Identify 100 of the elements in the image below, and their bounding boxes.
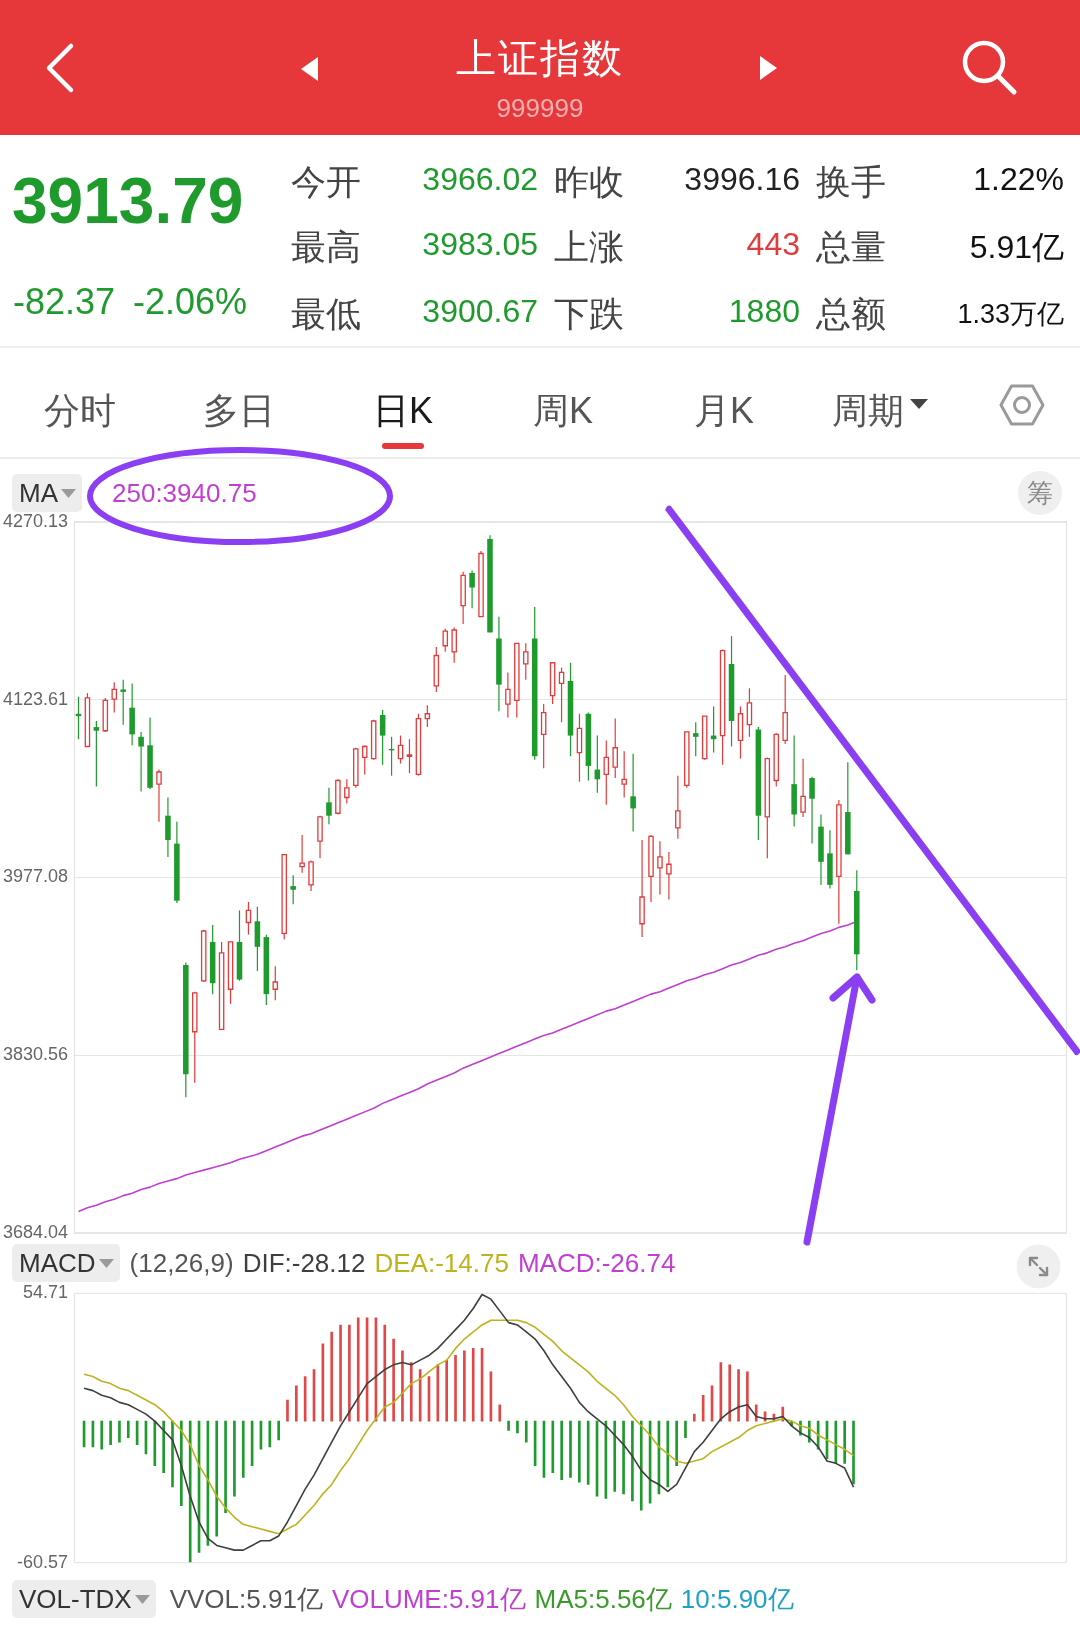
bar	[507, 1420, 510, 1431]
bar	[277, 1420, 280, 1441]
bar	[233, 1420, 236, 1497]
bar	[162, 1420, 165, 1474]
dropdown-button: MA	[12, 474, 82, 512]
bar	[684, 1420, 687, 1438]
bar	[153, 1420, 157, 1467]
round-button: 筹	[1018, 471, 1062, 515]
text: 换手	[816, 161, 886, 203]
bar	[569, 1420, 572, 1478]
bar	[578, 1420, 581, 1483]
text: 上证指数	[456, 35, 624, 82]
bar	[303, 1376, 307, 1422]
text: VOLUME:5.91亿	[331, 1584, 526, 1614]
bar	[100, 1420, 104, 1450]
bar	[666, 1420, 670, 1488]
candlestick	[326, 787, 332, 825]
bar	[224, 1420, 227, 1513]
text: 今开	[291, 161, 361, 203]
candlestick	[138, 731, 144, 793]
bar	[339, 1324, 342, 1422]
bar	[392, 1338, 395, 1422]
text: 250:3940.75	[112, 478, 257, 508]
series-label: DEA:-14.75	[374, 1248, 509, 1278]
dropdown-button: VOL-TDX	[12, 1580, 156, 1618]
candlestick	[218, 941, 225, 1030]
bar	[409, 1362, 413, 1422]
y-tick-label: 3684.04	[2, 1222, 68, 1243]
bar	[445, 1359, 449, 1422]
y-tick-label: 3830.56	[2, 1044, 68, 1065]
text: 下跌	[554, 293, 624, 335]
y-tick-label: 3977.08	[2, 866, 68, 887]
bar	[631, 1420, 634, 1502]
bar	[675, 1420, 678, 1467]
bar	[454, 1355, 457, 1422]
chart-subtitle: (12,26,9)	[129, 1248, 234, 1278]
bar	[471, 1348, 475, 1422]
bar	[834, 1420, 838, 1464]
text: 周期	[832, 389, 904, 433]
y-tick-label: 4123.61	[2, 688, 68, 709]
text: 多日	[203, 389, 275, 433]
bar	[622, 1420, 625, 1495]
candlestick	[120, 679, 126, 726]
bar	[586, 1420, 590, 1485]
bar	[613, 1420, 617, 1492]
bar	[109, 1420, 112, 1445]
bar	[852, 1420, 855, 1485]
bar	[639, 1420, 643, 1511]
bar	[843, 1420, 846, 1464]
bar	[348, 1324, 351, 1422]
text: 1880	[728, 293, 800, 330]
text: 999999	[496, 93, 584, 124]
bar	[728, 1364, 732, 1422]
bar	[498, 1404, 502, 1422]
bar	[746, 1371, 749, 1422]
bar	[551, 1420, 555, 1474]
text: 3966.02	[422, 161, 538, 198]
text: 最低	[291, 293, 361, 335]
text: 昨收	[554, 161, 624, 203]
bar	[268, 1420, 272, 1448]
dropdown-button: MACD	[12, 1244, 120, 1282]
bar	[737, 1369, 740, 1422]
candlestick	[290, 874, 296, 905]
y-tick-label: -60.57	[16, 1552, 68, 1573]
text: 3900.67	[422, 293, 538, 330]
legend-title: MA	[19, 478, 58, 508]
candlestick	[684, 731, 690, 789]
bar	[295, 1385, 298, 1422]
candlestick	[93, 720, 100, 788]
text: MA5:5.56亿	[534, 1584, 672, 1614]
text: MACD:-26.74	[517, 1248, 676, 1278]
text: 10:5.90亿	[680, 1584, 794, 1614]
bar	[118, 1420, 121, 1443]
text: 日K	[372, 389, 434, 433]
bar	[330, 1331, 334, 1422]
candlestick	[809, 776, 815, 845]
text: 5.91亿	[969, 228, 1064, 267]
text: 443	[746, 226, 800, 263]
bar	[560, 1420, 563, 1481]
text: 分时	[44, 389, 116, 433]
text: -2.06%	[133, 281, 248, 323]
bar	[692, 1413, 696, 1422]
text: 1.22%	[973, 161, 1064, 198]
text: 周K	[532, 389, 594, 433]
bar	[383, 1324, 387, 1422]
text: 1.33万亿	[957, 297, 1064, 331]
text: 最高	[291, 226, 361, 268]
candlestick	[692, 721, 699, 757]
text: 3983.05	[422, 226, 538, 263]
candlestick	[353, 747, 359, 789]
text: 总额	[816, 293, 886, 335]
candlestick	[379, 709, 386, 766]
candlestick	[630, 753, 636, 833]
bar	[356, 1317, 360, 1422]
bar	[215, 1420, 219, 1537]
text: 总量	[816, 226, 886, 268]
candlestick	[227, 941, 234, 1005]
candlestick	[317, 815, 323, 859]
bar	[171, 1420, 174, 1488]
text: VVOL:5.91亿	[169, 1584, 323, 1614]
